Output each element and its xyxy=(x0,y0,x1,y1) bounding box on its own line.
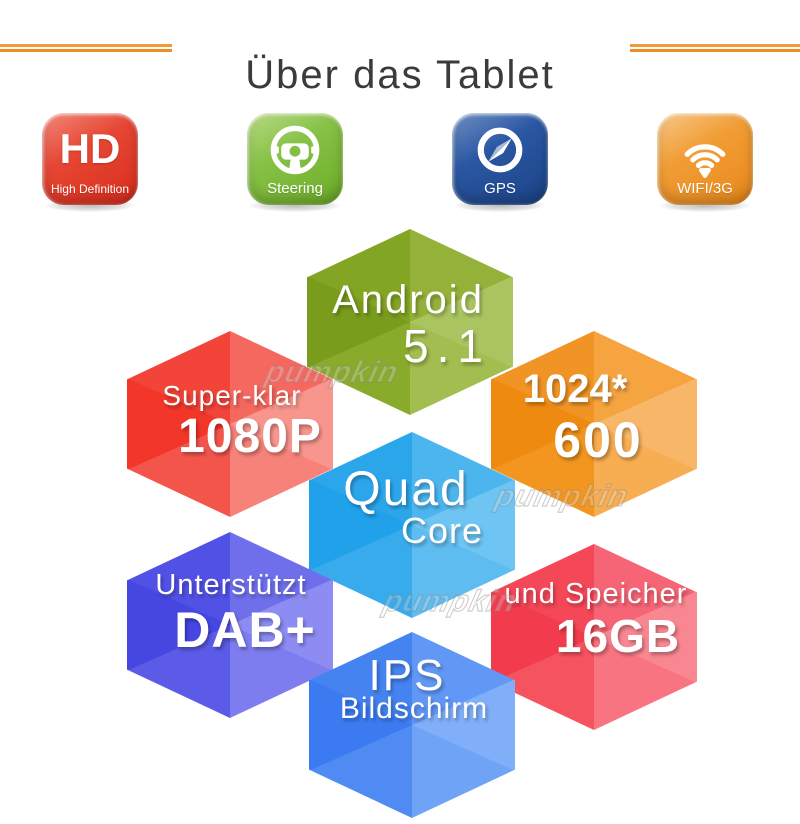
hexagon-line1: Android xyxy=(332,278,484,322)
hexagon-line2: 600 xyxy=(553,412,643,468)
steering-label: Steering xyxy=(267,180,323,197)
hexagon-line2: 1080P xyxy=(178,410,322,463)
wifi-glyph xyxy=(684,144,726,178)
hexagon-line2: DAB+ xyxy=(174,602,316,658)
steering-wheel-glyph xyxy=(270,125,320,175)
hexagon-line1: IPS xyxy=(368,651,446,700)
steering-feature: Steering xyxy=(247,113,343,212)
watermark-pumpkin: PUMPKIN xyxy=(491,479,633,513)
compass-glyph xyxy=(477,127,523,173)
hd-feature: HD High Definition xyxy=(42,113,138,212)
hexagon-line2: Bildschirm xyxy=(339,692,489,725)
hexagon-dab-support: Unterstützt DAB+ xyxy=(127,532,333,718)
hexagon-line2: 16GB xyxy=(555,610,681,662)
page-title: Über das Tablet xyxy=(245,52,555,97)
hexagon-ips-display: IPS Bildschirm xyxy=(309,632,515,818)
hd-sublabel: High Definition xyxy=(50,182,130,196)
hd-label: HD xyxy=(59,125,121,172)
steering-wheel-icon: Steering xyxy=(247,113,343,205)
gps-feature: GPS xyxy=(452,113,548,212)
watermark-pumpkin: PUMPKIN xyxy=(379,584,521,618)
hexagon-line2: 5.1 xyxy=(403,320,491,372)
hexagon-line1: Quad xyxy=(343,463,469,516)
wifi-label: WIFI/3G xyxy=(677,180,733,197)
title-rule-left xyxy=(0,44,172,52)
watermark-pumpkin: PUMPKIN xyxy=(261,355,403,389)
hexagon-line1: und Speicher xyxy=(504,578,688,610)
hexagon-line2: Core xyxy=(400,510,484,551)
hexagon-line1: 1024* xyxy=(522,367,628,411)
gps-label: GPS xyxy=(484,180,516,197)
title-rule-right xyxy=(630,44,800,52)
wifi-feature: WIFI/3G xyxy=(657,113,753,212)
gps-compass-icon: GPS xyxy=(452,113,548,205)
hd-icon: HD High Definition xyxy=(42,113,138,205)
hexagon-storage-16gb: und Speicher 16GB xyxy=(491,544,697,730)
hexagon-line1: Unterstützt xyxy=(155,569,307,601)
wifi-icon: WIFI/3G xyxy=(657,113,753,205)
hexagon-line1: Super-klar xyxy=(162,380,302,411)
